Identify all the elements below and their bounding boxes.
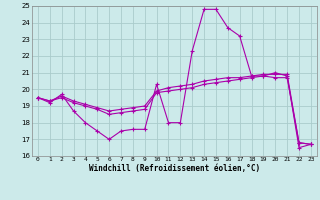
X-axis label: Windchill (Refroidissement éolien,°C): Windchill (Refroidissement éolien,°C) xyxy=(89,164,260,173)
